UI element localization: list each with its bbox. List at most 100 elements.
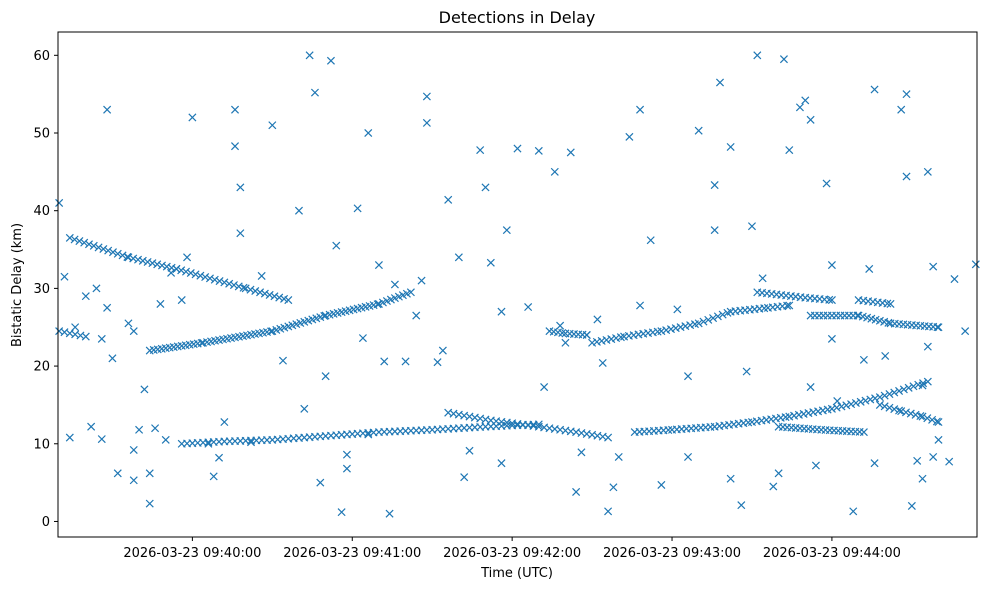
data-point — [550, 167, 559, 176]
data-point — [476, 146, 485, 155]
data-point — [885, 403, 894, 412]
data-point — [929, 452, 938, 462]
data-point — [236, 183, 245, 192]
data-point — [856, 397, 865, 406]
data-point — [842, 401, 851, 410]
data-point — [60, 272, 69, 281]
data-point — [916, 412, 925, 421]
data-point — [81, 292, 90, 301]
data-point — [928, 415, 937, 424]
data-point — [210, 275, 219, 284]
data-point — [438, 346, 447, 355]
data-point — [310, 88, 319, 97]
data-point — [486, 258, 495, 267]
data-point — [513, 144, 522, 153]
data-point — [971, 260, 980, 269]
data-point — [65, 433, 74, 442]
data-point — [865, 264, 874, 273]
data-point — [932, 417, 941, 426]
x-tick-label: 2026-03-23 09:44:00 — [763, 546, 901, 561]
data-point — [673, 305, 682, 314]
data-point — [422, 118, 431, 127]
data-point — [380, 357, 389, 366]
data-point — [859, 355, 868, 364]
y-tick-label: 20 — [33, 360, 50, 375]
data-point — [934, 323, 943, 332]
data-point — [847, 400, 856, 409]
data-point — [156, 299, 165, 308]
data-point — [502, 226, 511, 235]
data-point — [162, 262, 171, 271]
data-point — [481, 183, 490, 192]
data-point — [814, 407, 823, 416]
data-point — [215, 453, 224, 462]
data-point — [895, 406, 904, 415]
data-point — [161, 435, 170, 444]
data-point — [636, 301, 645, 310]
data-point — [241, 284, 250, 293]
data-point — [257, 271, 266, 280]
data-point — [270, 292, 279, 301]
data-point — [795, 103, 804, 112]
data-point — [758, 274, 767, 283]
data-point — [945, 457, 954, 466]
data-point — [265, 290, 274, 299]
data-point — [373, 300, 382, 309]
data-point — [737, 501, 746, 510]
data-point — [895, 386, 904, 395]
data-point — [625, 132, 634, 141]
data-point — [220, 278, 229, 287]
data-point — [588, 338, 597, 347]
data-point — [256, 288, 265, 297]
data-point — [230, 142, 240, 151]
data-point — [902, 172, 911, 181]
data-point — [75, 237, 84, 246]
data-point — [316, 478, 325, 487]
data-point — [80, 238, 89, 247]
data-point — [785, 412, 794, 421]
data-point — [284, 296, 293, 305]
data-point — [774, 469, 783, 478]
data-point — [833, 397, 842, 406]
data-point — [191, 270, 200, 279]
data-point — [710, 226, 719, 235]
data-point — [124, 253, 133, 262]
data-point — [699, 317, 708, 326]
data-point — [676, 323, 685, 332]
data-point — [694, 126, 703, 135]
data-point — [794, 410, 803, 419]
data-point — [534, 420, 543, 429]
data-point — [904, 383, 913, 392]
data-point — [870, 85, 879, 94]
data-point — [342, 450, 351, 459]
data-point — [118, 251, 127, 260]
data-point — [614, 452, 623, 462]
data-point — [582, 330, 591, 340]
data-point — [140, 385, 149, 394]
data-point — [124, 319, 133, 328]
data-point — [94, 243, 103, 252]
data-point — [148, 259, 157, 268]
data-point — [129, 327, 138, 336]
data-point — [851, 398, 860, 408]
data-point — [460, 473, 469, 482]
data-point — [718, 310, 727, 319]
data-point — [246, 285, 255, 294]
data-point — [220, 417, 229, 427]
data-point — [769, 482, 778, 491]
data-point — [715, 78, 725, 87]
data-point — [683, 452, 693, 462]
data-point — [871, 394, 880, 403]
data-point — [883, 299, 892, 308]
data-point — [657, 327, 666, 336]
data-point — [827, 261, 836, 270]
data-point — [108, 354, 117, 363]
data-point — [592, 337, 601, 346]
data-point — [683, 372, 693, 381]
data-point — [225, 279, 234, 288]
data-point — [827, 296, 836, 305]
data-point — [104, 246, 113, 255]
data-point — [923, 167, 932, 176]
